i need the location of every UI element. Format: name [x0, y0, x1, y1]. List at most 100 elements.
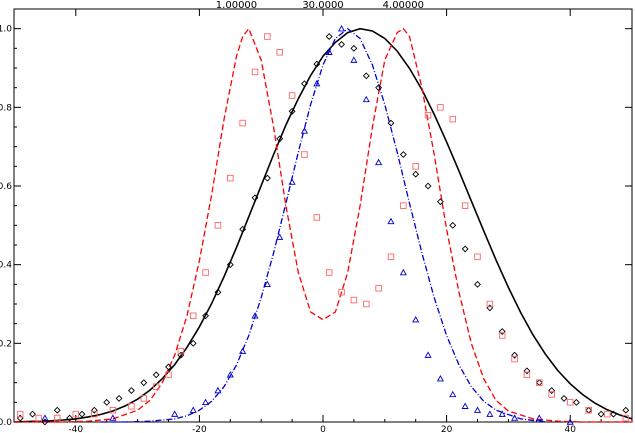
data-point-triangle	[189, 406, 197, 413]
data-point-square	[152, 383, 160, 390]
data-point-square	[387, 253, 395, 261]
data-point-square	[313, 214, 321, 221]
y-tick-label: 0.4	[0, 261, 12, 271]
data-point-square	[338, 288, 345, 296]
x-tick-label: -40	[68, 425, 83, 433]
data-point-triangle	[325, 48, 333, 55]
data-point-diamond	[115, 394, 123, 402]
data-point-triangle	[41, 414, 49, 421]
data-point-diamond	[387, 119, 395, 127]
data-point-triangle	[276, 233, 284, 240]
data-point-square	[264, 33, 271, 40]
data-point-diamond	[127, 387, 135, 394]
data-point-triangle	[535, 414, 543, 421]
data-point-triangle	[362, 95, 370, 103]
data-point-square	[400, 202, 407, 209]
data-point-triangle	[449, 390, 457, 398]
data-point-diamond	[597, 410, 605, 418]
top-label: 1.00000	[216, 0, 257, 11]
data-point-triangle	[461, 402, 469, 409]
data-point-diamond	[511, 351, 519, 359]
data-point-diamond	[103, 398, 111, 406]
data-point-diamond	[498, 328, 506, 335]
data-point-diamond	[90, 406, 98, 414]
data-point-square	[622, 414, 630, 422]
data-point-triangle	[375, 158, 383, 166]
data-point-square	[412, 163, 419, 170]
data-point-square	[511, 355, 518, 363]
data-point-square	[585, 406, 592, 414]
data-point-square	[165, 371, 172, 379]
y-tick-label: 0.8	[0, 103, 12, 113]
data-point-diamond	[622, 406, 630, 414]
data-point-triangle	[424, 351, 432, 358]
data-point-square	[461, 202, 469, 209]
data-point-diamond	[276, 135, 284, 143]
data-point-square	[91, 410, 98, 418]
series-line-dash-dot	[100, 27, 546, 423]
data-point-diamond	[350, 44, 358, 52]
data-point-triangle	[387, 217, 395, 225]
data-point-diamond	[78, 410, 86, 418]
data-point-triangle	[498, 410, 506, 417]
x-tick-label: 20	[441, 425, 453, 433]
data-point-triangle	[399, 268, 407, 276]
data-point-square	[437, 104, 444, 111]
data-point-diamond	[239, 225, 247, 233]
data-point-square	[239, 119, 246, 127]
data-point-triangle	[251, 312, 259, 319]
data-point-square	[288, 92, 296, 99]
data-point-diamond	[424, 182, 432, 190]
data-point-triangle	[436, 375, 444, 382]
data-point-triangle	[486, 410, 494, 417]
data-point-diamond	[202, 312, 210, 320]
data-point-diamond	[29, 410, 36, 418]
data-point-square	[486, 300, 494, 308]
data-point-square	[214, 222, 222, 229]
x-tick-label: 0	[320, 425, 326, 433]
data-point-square	[566, 399, 574, 406]
data-point-diamond	[288, 107, 296, 115]
data-point-diamond	[325, 33, 333, 40]
data-point-square	[325, 269, 333, 276]
data-point-diamond	[263, 174, 271, 182]
data-point-square	[523, 371, 531, 379]
data-point-diamond	[152, 371, 160, 379]
data-point-square	[177, 347, 185, 355]
data-point-diamond	[41, 418, 49, 426]
data-point-triangle	[337, 24, 346, 32]
data-point-triangle	[263, 280, 271, 288]
data-point-diamond	[375, 84, 383, 92]
top-annotation-labels: 1.00000 30.0000 4.00000	[216, 0, 424, 11]
data-point-diamond	[362, 72, 370, 80]
data-point-square	[604, 410, 611, 418]
series-line-solid	[13, 27, 633, 423]
data-point-square	[128, 403, 135, 410]
data-point-diamond	[572, 398, 580, 406]
data-point-diamond	[189, 339, 197, 347]
data-point-diamond	[313, 60, 321, 68]
data-point-triangle	[226, 371, 234, 378]
data-point-square	[276, 49, 283, 56]
data-point-triangle	[350, 56, 358, 63]
x-tick-label: -20	[192, 425, 207, 433]
data-point-square	[449, 115, 457, 123]
data-point-diamond	[214, 288, 222, 296]
data-point-diamond	[251, 194, 259, 202]
data-point-square	[189, 312, 197, 320]
data-point-diamond	[449, 221, 457, 229]
y-tick-label: 0.6	[0, 182, 12, 192]
data-point-diamond	[412, 170, 420, 178]
data-point-triangle	[566, 418, 574, 425]
data-point-square	[424, 111, 432, 119]
data-point-diamond	[399, 151, 407, 158]
series-line-dashed	[14, 27, 632, 423]
data-point-square	[536, 379, 543, 386]
data-point-diamond	[338, 40, 345, 48]
data-point-diamond	[461, 245, 469, 253]
series-layer	[13, 24, 633, 426]
data-point-square	[498, 332, 506, 339]
x-axis: -40 -20 0 20 40	[13, 9, 633, 433]
